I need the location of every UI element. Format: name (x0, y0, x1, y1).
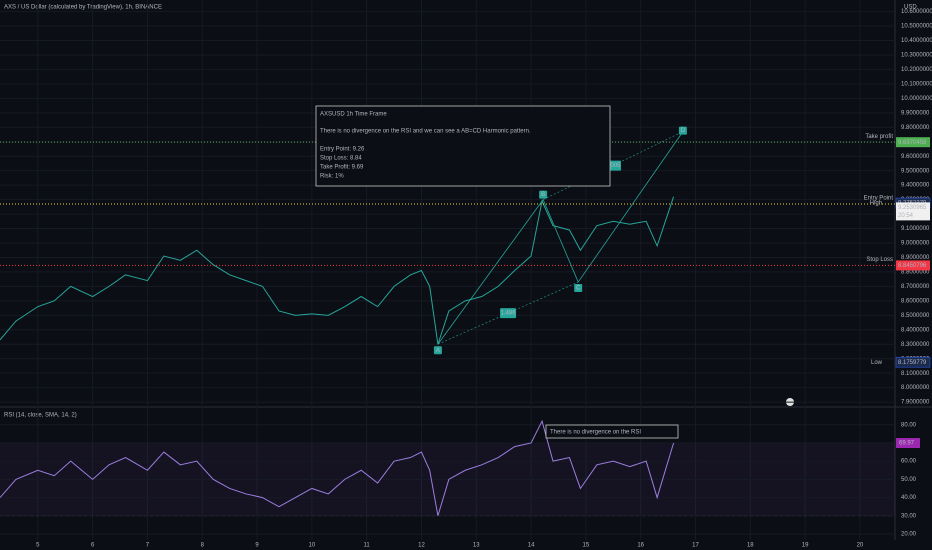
rsi-last-label: 69.97 (899, 441, 915, 447)
y-tick-label: 8.6000000 (901, 298, 930, 304)
last-price: 9.2530965 (898, 205, 927, 211)
level-axis-label: 8.8450796 (898, 263, 927, 269)
y-tick-label: 30.00 (901, 513, 917, 519)
pattern-leg (542, 199, 579, 283)
pattern-point-label: C (576, 286, 581, 292)
x-tick-label: 17 (692, 543, 699, 549)
y-tick-label: 40.00 (901, 495, 917, 501)
note-line: Risk: 1% (320, 174, 344, 180)
y-tick-label: 9.9000000 (901, 110, 930, 116)
x-tick-label: 16 (637, 543, 644, 549)
level-axis-box (896, 260, 930, 271)
y-tick-label: 8.9000000 (901, 255, 930, 261)
y-tick-label: 80.00 (901, 422, 917, 428)
y-tick-label: 10.6000000 (901, 9, 932, 15)
x-tick-label: 10 (309, 543, 316, 549)
y-tick-label: 8.3000000 (901, 342, 930, 348)
ratio-box (500, 308, 517, 319)
y-tick-label: 60.00 (901, 459, 917, 465)
pattern-point-box (433, 346, 442, 355)
pattern-point-box (539, 190, 548, 199)
last-box (896, 202, 930, 221)
pattern-point-label: A (436, 348, 440, 354)
note-line: There is no divergence on the RSI and we… (320, 129, 531, 135)
x-tick-label: 15 (583, 543, 590, 549)
low-label: 8.1759779 (898, 360, 927, 366)
level-axis-box (896, 137, 930, 148)
y-tick-label: 9.4000000 (901, 183, 930, 189)
y-tick-label: 10.5000000 (901, 24, 932, 30)
y-tick-label: 9.5000000 (901, 168, 930, 174)
y-tick-label: 10.1000000 (901, 81, 932, 87)
y-tick-label: 9.8000000 (901, 125, 930, 131)
ratio-label: 2.005 (606, 163, 622, 169)
x-tick-label: 7 (146, 543, 150, 549)
x-tick-label: 20 (857, 543, 864, 549)
chart-title: AXS / US Dollar (calculated by TradingVi… (4, 5, 162, 11)
pattern-point-label: B (541, 192, 545, 198)
pattern-leg (577, 131, 684, 283)
y-tick-label: 20.00 (901, 532, 917, 538)
x-tick-label: 11 (364, 543, 371, 549)
note-line: AXSUSD 1h Time Frame (320, 112, 387, 118)
rsi-line (0, 419, 675, 516)
y-tick-label: 8.8000000 (901, 270, 930, 276)
unit-label: USD (904, 5, 917, 11)
x-tick-label: 13 (473, 543, 480, 549)
x-tick-label: 19 (802, 543, 809, 549)
y-tick-label: 10.0000000 (901, 96, 932, 102)
price-line (0, 196, 675, 345)
low-name: Low (871, 360, 883, 366)
y-tick-label: 10.4000000 (901, 38, 932, 44)
rsi-note: There is no divergence on the RSI (550, 430, 641, 436)
level-axis-label: 9.6970458 (898, 140, 927, 146)
x-tick-label: 9 (255, 543, 259, 549)
note-line: Stop Loss: 8.84 (320, 156, 362, 162)
pattern-leg (437, 199, 544, 345)
x-tick-label: 5 (36, 543, 40, 549)
y-tick-label: 10.2000000 (901, 67, 932, 73)
x-tick-label: 6 (91, 543, 95, 549)
y-tick-label: 8.1000000 (901, 371, 930, 377)
y-tick-label: 8.5000000 (901, 313, 930, 319)
x-tick-label: 12 (418, 543, 425, 549)
x-tick-label: 14 (528, 543, 535, 549)
last-time: 20:54 (898, 213, 914, 219)
note-line: Entry Point: 9.26 (320, 147, 365, 153)
y-tick-label: 7.9000000 (901, 400, 930, 406)
x-tick-label: 8 (201, 543, 205, 549)
y-tick-label: 50.00 (901, 477, 917, 483)
pattern-point-box (678, 126, 687, 135)
rsi-note-box (545, 424, 679, 439)
pattern-point-label: D (681, 128, 686, 134)
pattern-point-box (574, 284, 583, 293)
level-name: Take profit (865, 134, 893, 140)
low-box (895, 356, 931, 368)
level-name: Entry Point (864, 196, 894, 202)
x-tick-label: 18 (747, 543, 754, 549)
level-name: Stop Loss (866, 257, 893, 263)
note-box (315, 105, 611, 187)
y-tick-label: 8.0000000 (901, 385, 930, 391)
y-tick-label: 8.4000000 (901, 327, 930, 333)
y-tick-label: 10.3000000 (901, 53, 932, 59)
y-tick-label: 9.1000000 (901, 226, 930, 232)
note-line: Take Profit: 9.69 (320, 165, 364, 171)
rsi-title: RSI (14, close, SMA, 14, 2) (4, 413, 77, 419)
y-tick-label: 9.0000000 (901, 241, 930, 247)
y-tick-label: 9.6000000 (901, 154, 930, 160)
high-name: High (870, 201, 882, 207)
ratio-label: 1.486 (501, 311, 517, 317)
rsi-last-box (896, 438, 920, 449)
y-tick-label: 8.7000000 (901, 284, 930, 290)
